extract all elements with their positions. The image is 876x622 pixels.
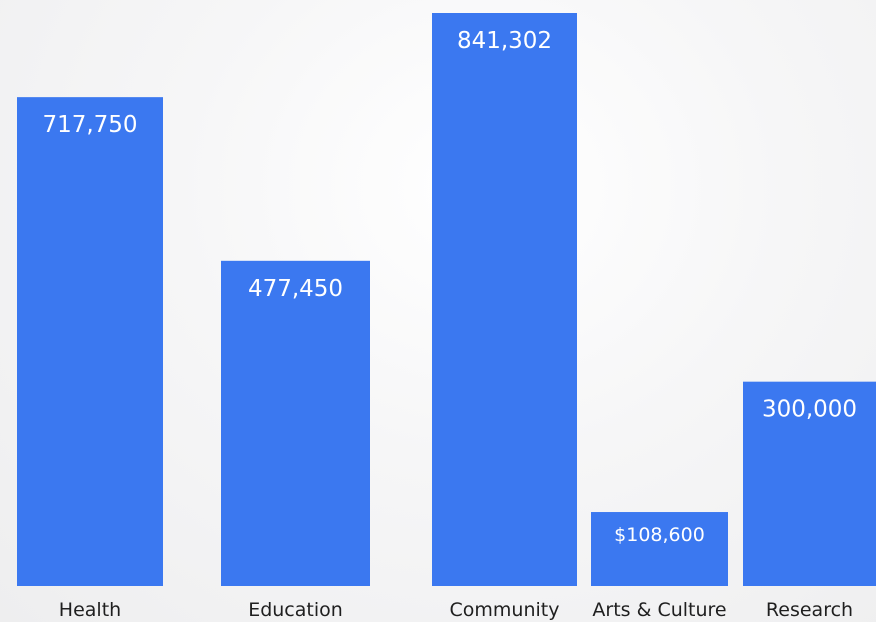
bar-value-label-education: 477,450: [248, 276, 343, 302]
bar-value-label-community: 841,302: [457, 28, 552, 54]
category-label-arts-culture: Arts & Culture: [592, 599, 726, 621]
category-label-research: Research: [766, 599, 853, 621]
category-labels: Health Education Community Arts & Culture Re…: [59, 599, 853, 621]
bar-community: [432, 13, 577, 586]
bar-health: [17, 97, 163, 586]
category-label-education: Education: [248, 599, 343, 621]
bar-arts-culture: [591, 512, 728, 586]
bar-value-label-health: 717,750: [42, 112, 137, 138]
bar-value-label-research: 300,000: [762, 397, 857, 423]
bar-value-labels: 717,750 477,450 841,302 $108,600 300,000: [42, 28, 857, 546]
category-label-community: Community: [450, 599, 560, 621]
category-label-health: Health: [59, 599, 121, 621]
bar-value-label-arts-culture: $108,600: [614, 524, 705, 546]
bar-research: [743, 381, 876, 586]
bar-education: [221, 260, 370, 586]
bars-layer: [17, 13, 876, 586]
